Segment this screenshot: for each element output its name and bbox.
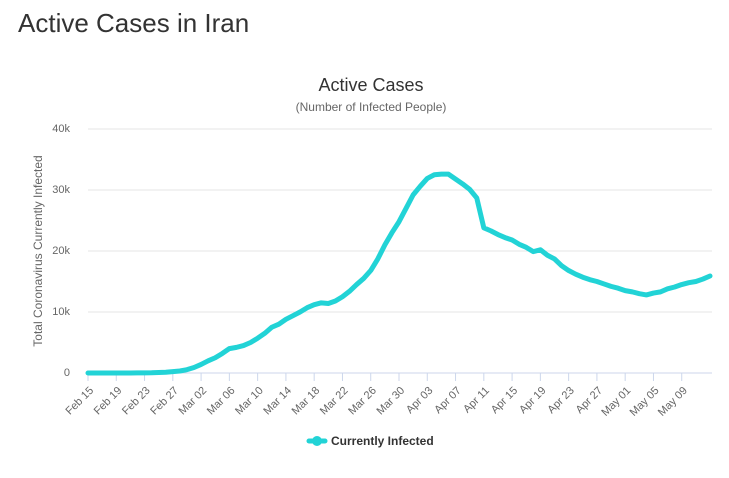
x-tick-label: Mar 10: [233, 385, 266, 418]
x-tick-label: Feb 23: [120, 385, 153, 418]
y-tick-label: 20k: [52, 245, 70, 257]
x-tick-label: Apr 03: [404, 385, 435, 416]
x-tick-label: Mar 06: [205, 385, 238, 418]
x-tick-label: Apr 23: [545, 385, 576, 416]
data-line: [85, 171, 713, 376]
chart-title: Active Cases: [318, 75, 423, 95]
y-tick-label: 0: [64, 367, 70, 379]
x-tick-label: Feb 15: [63, 385, 96, 418]
y-tick-label: 40k: [52, 123, 70, 135]
x-tick-label: Feb 19: [92, 385, 125, 418]
x-tick-label: Mar 18: [290, 385, 323, 418]
x-tick-label: Mar 14: [261, 385, 294, 418]
x-tick-label: Apr 15: [489, 385, 520, 416]
x-tick-label: Apr 11: [461, 385, 492, 416]
x-tick-label: May 05: [628, 385, 662, 419]
x-tick-label: Mar 02: [177, 385, 210, 418]
legend-marker: [312, 436, 322, 446]
x-tick-label: Apr 19: [517, 385, 548, 416]
x-tick-label: Mar 26: [346, 385, 379, 418]
chart-subtitle: (Number of Infected People): [296, 100, 447, 114]
x-tick-label: May 01: [599, 385, 633, 419]
x-tick-label: Apr 07: [432, 385, 463, 416]
x-tick-label: Mar 22: [318, 385, 351, 418]
legend-label: Currently Infected: [331, 434, 434, 448]
y-axis-title: Total Coronavirus Currently Infected: [31, 155, 45, 346]
page-title: Active Cases in Iran: [18, 8, 250, 38]
x-tick-label: Feb 27: [148, 385, 181, 418]
x-tick-label: Mar 30: [374, 385, 407, 418]
x-tick-label: May 09: [656, 385, 690, 419]
y-tick-label: 10k: [52, 306, 70, 318]
y-tick-label: 30k: [52, 184, 70, 196]
